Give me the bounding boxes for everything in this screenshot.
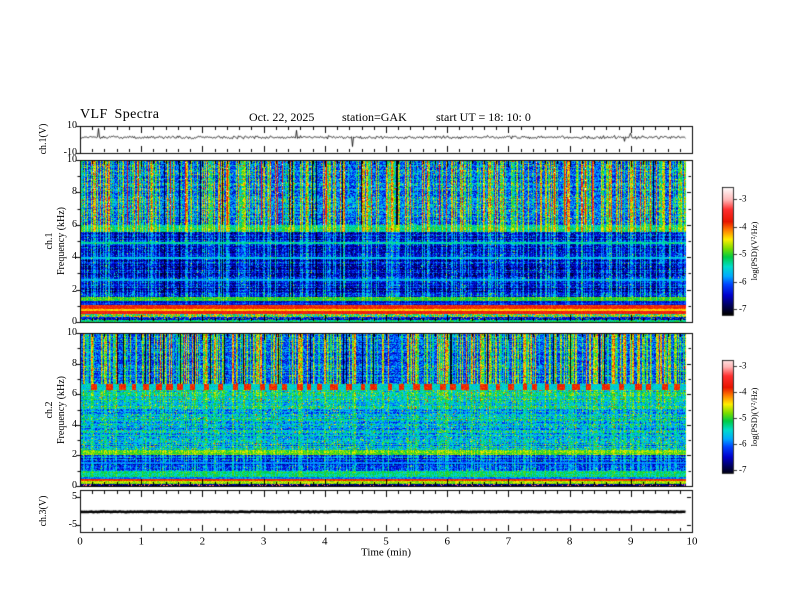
spec2-freq-axis-label: Frequency (kHz) bbox=[56, 375, 67, 445]
colorbar2-tick-label: -5 bbox=[739, 412, 747, 423]
x-tick-label: 1 bbox=[138, 535, 144, 548]
colorbar1-tick-label: -7 bbox=[739, 303, 747, 314]
spec1-y-tick-label: 8 bbox=[72, 186, 77, 198]
ch1-volts-axis-label: ch.1(V) bbox=[38, 123, 49, 155]
spec1-y-tick-label: 2 bbox=[72, 283, 77, 295]
spec1-y-tick-label: 10 bbox=[67, 154, 77, 165]
start-ut-label: start UT = 18: 10: 0 bbox=[436, 110, 531, 124]
figure-title: VLF Spectra bbox=[80, 107, 160, 122]
spec2-y-tick-label: 4 bbox=[72, 418, 77, 430]
spec1-y-tick-label: 4 bbox=[72, 251, 77, 263]
spec2-y-tick-label: 6 bbox=[72, 388, 77, 400]
spec1-y-tick-label: 0 bbox=[72, 316, 77, 327]
colorbar1-label: log(PSD)(V²/Hz) bbox=[748, 221, 759, 281]
x-tick-label: 8 bbox=[566, 535, 573, 548]
x-tick-label: 0 bbox=[77, 535, 83, 548]
ch3-y-tick-label: 5 bbox=[72, 491, 77, 502]
x-tick-label: 6 bbox=[444, 535, 450, 548]
colorbar1-tick-label: -6 bbox=[739, 276, 747, 287]
x-tick-label: 5 bbox=[383, 535, 389, 548]
x-tick-label: 10 bbox=[686, 535, 698, 548]
x-tick-label: 3 bbox=[260, 535, 267, 548]
spec2-y-tick-label: 10 bbox=[67, 327, 77, 338]
spec1-y-tick-label: 6 bbox=[72, 218, 77, 230]
spec2-y-tick-label: 0 bbox=[72, 480, 77, 491]
x-tick-label: 7 bbox=[505, 535, 512, 548]
station-label: station=GAK bbox=[342, 110, 407, 124]
x-tick-label: 9 bbox=[628, 535, 634, 548]
ch1-y-tick-label: -10 bbox=[63, 147, 77, 158]
spec2-y-tick-label: 8 bbox=[72, 357, 77, 369]
spec2-channel-label: ch.2 bbox=[44, 401, 55, 419]
colorbar1-tick-label: -3 bbox=[739, 193, 747, 204]
colorbar2-tick-label: -3 bbox=[739, 360, 747, 371]
colorbar1-tick-label: -4 bbox=[739, 221, 747, 232]
x-tick-label: 2 bbox=[199, 535, 206, 548]
x-tick-label: 4 bbox=[322, 535, 328, 548]
colorbar1-tick-label: -5 bbox=[739, 248, 747, 259]
time-axis-label: Time (min) bbox=[360, 546, 412, 559]
spec2-y-tick-label: 2 bbox=[72, 449, 77, 461]
colorbar2-tick-label: -4 bbox=[739, 386, 747, 397]
ch3-y-tick-label: -5 bbox=[68, 519, 77, 530]
date-label: Oct. 22, 2025 bbox=[249, 110, 315, 124]
spec1-channel-label: ch.1 bbox=[44, 232, 55, 250]
spec1-freq-axis-label: Frequency (kHz) bbox=[56, 206, 67, 276]
colorbar2-tick-label: -6 bbox=[739, 438, 747, 449]
ch3-volts-axis-label: ch.3(V) bbox=[38, 495, 49, 527]
colorbar2-tick-label: -7 bbox=[739, 464, 747, 475]
colorbar2-label: log(PSD)(V²/Hz) bbox=[748, 387, 759, 447]
ch1-y-tick-label: 10 bbox=[67, 120, 77, 131]
